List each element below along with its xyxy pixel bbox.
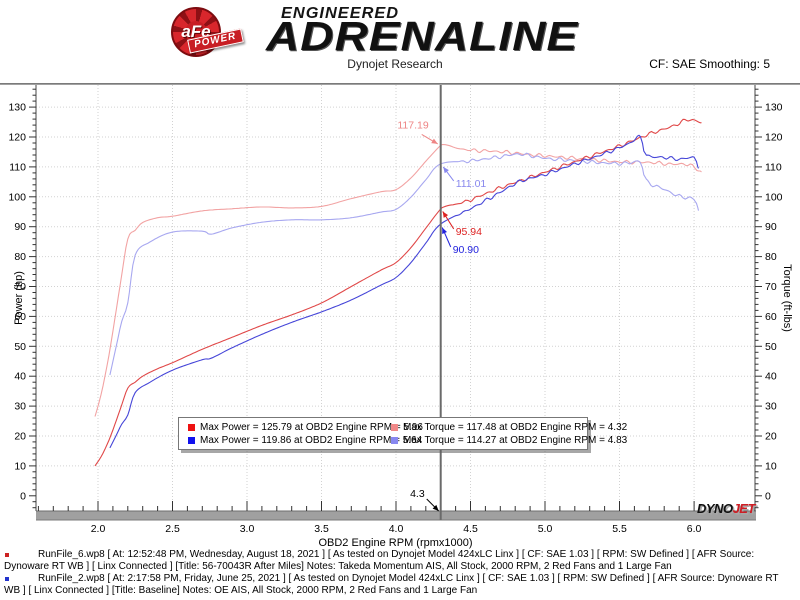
power-after-curve bbox=[94, 118, 702, 467]
run-bullet-baseline bbox=[5, 577, 9, 581]
svg-text:40: 40 bbox=[14, 371, 26, 383]
svg-text:30: 30 bbox=[765, 401, 777, 413]
svg-text:3.0: 3.0 bbox=[240, 523, 255, 535]
svg-text:2.5: 2.5 bbox=[165, 523, 180, 535]
legend-swatch-power-after bbox=[188, 423, 195, 431]
torque-after-curve bbox=[94, 143, 702, 417]
svg-text:0: 0 bbox=[765, 490, 771, 502]
run-description-after: RunFile_6.wp8 [ At: 12:52:48 PM, Wednesd… bbox=[4, 549, 755, 572]
run-entry-baseline: RunFile_2.wp8 [ At: 2:17:58 PM, Friday, … bbox=[4, 573, 797, 596]
dyno-curves bbox=[94, 118, 702, 467]
left-axis-title: Power (hp) bbox=[13, 271, 25, 325]
cursor-rpm-label: 4.3 bbox=[410, 488, 425, 500]
logo-adrenaline-text: ADRENALINE bbox=[266, 13, 579, 59]
svg-text:50: 50 bbox=[765, 341, 777, 353]
annotation-value-1: 111.01 bbox=[456, 178, 487, 190]
annotation-value-2: 95.94 bbox=[456, 226, 482, 238]
axis-ticks bbox=[29, 88, 762, 511]
svg-text:70: 70 bbox=[14, 281, 26, 293]
torque-baseline-curve bbox=[109, 152, 700, 376]
svg-text:60: 60 bbox=[765, 311, 777, 323]
chart-legend: Max Power = 125.79 at OBD2 Engine RPM = … bbox=[178, 417, 627, 450]
svg-text:0: 0 bbox=[20, 490, 26, 502]
svg-text:5.0: 5.0 bbox=[538, 523, 553, 535]
logo-engineered-text: ENGINEERED bbox=[281, 5, 400, 22]
legend-label-torque-baseline: Max Torque = 114.27 at OBD2 Engine RPM =… bbox=[403, 434, 628, 446]
svg-text:20: 20 bbox=[14, 431, 26, 443]
svg-text:4.0: 4.0 bbox=[389, 523, 404, 535]
smoothing-setting-label: CF: SAE Smoothing: 5 bbox=[649, 57, 770, 71]
dynojet-logo: DYNOJET bbox=[697, 501, 755, 516]
svg-text:3.5: 3.5 bbox=[314, 523, 329, 535]
svg-text:80: 80 bbox=[14, 251, 26, 263]
cursor-value-annotations: 117.19 111.01 95.94 90.90 bbox=[397, 119, 486, 256]
legend-swatch-power-baseline bbox=[188, 436, 195, 444]
svg-text:100: 100 bbox=[8, 191, 26, 203]
right-axis-title: Torque (ft-lbs) bbox=[781, 264, 793, 332]
legend-item-power-after: Max Power = 125.79 at OBD2 Engine RPM = … bbox=[188, 421, 423, 433]
report-title: Dynojet Research bbox=[347, 57, 443, 71]
svg-text:2.0: 2.0 bbox=[91, 523, 106, 535]
svg-text:70: 70 bbox=[765, 281, 777, 293]
svg-text:100: 100 bbox=[765, 191, 783, 203]
svg-text:110: 110 bbox=[765, 161, 782, 173]
run-entry-after: RunFile_6.wp8 [ At: 12:52:48 PM, Wednesd… bbox=[4, 549, 797, 572]
run-description-baseline: RunFile_2.wp8 [ At: 2:17:58 PM, Friday, … bbox=[4, 573, 779, 596]
axis-titles: OBD2 Engine RPM (rpmx1000) Power (hp) Torq… bbox=[13, 264, 793, 549]
svg-text:10: 10 bbox=[14, 460, 26, 472]
svg-text:80: 80 bbox=[765, 251, 777, 263]
svg-text:20: 20 bbox=[765, 431, 777, 443]
svg-text:130: 130 bbox=[765, 102, 783, 114]
svg-text:110: 110 bbox=[9, 161, 26, 173]
svg-text:90: 90 bbox=[765, 221, 777, 233]
legend-label-power-baseline: Max Power = 119.86 at OBD2 Engine RPM = … bbox=[200, 434, 423, 446]
header-divider bbox=[0, 83, 800, 85]
annotation-value-3: 90.90 bbox=[453, 244, 479, 256]
svg-text:130: 130 bbox=[8, 102, 26, 114]
run-file-footer: RunFile_6.wp8 [ At: 12:52:48 PM, Wednesd… bbox=[4, 549, 797, 597]
svg-text:120: 120 bbox=[8, 132, 26, 144]
svg-text:60: 60 bbox=[14, 311, 26, 323]
annotation-value-0: 117.19 bbox=[397, 119, 428, 131]
svg-text:40: 40 bbox=[765, 371, 777, 383]
legend-swatch-torque-baseline bbox=[391, 436, 398, 444]
svg-text:6.0: 6.0 bbox=[687, 523, 702, 535]
svg-text:4.5: 4.5 bbox=[463, 523, 478, 535]
svg-text:5.5: 5.5 bbox=[612, 523, 627, 535]
x-axis-band bbox=[36, 510, 756, 521]
svg-text:90: 90 bbox=[14, 221, 26, 233]
legend-swatch-torque-after bbox=[391, 423, 398, 431]
svg-text:120: 120 bbox=[765, 132, 783, 144]
legend-label-torque-after: Max Torque = 117.48 at OBD2 Engine RPM =… bbox=[403, 421, 628, 433]
x-axis-title: OBD2 Engine RPM (rpmx1000) bbox=[318, 537, 472, 549]
axis-tick-labels: 0 0 10 10 20 20 30 30 40 40 50 50 60 60 70 70 80 80 90 90 10… bbox=[8, 102, 782, 535]
svg-text:30: 30 bbox=[14, 401, 26, 413]
power-baseline-curve bbox=[109, 134, 700, 449]
legend-item-torque-after: Max Torque = 117.48 at OBD2 Engine RPM =… bbox=[391, 421, 627, 433]
legend-label-power-after: Max Power = 125.79 at OBD2 Engine RPM = … bbox=[200, 421, 423, 433]
legend-item-torque-baseline: Max Torque = 114.27 at OBD2 Engine RPM =… bbox=[391, 434, 627, 446]
legend-item-power-baseline: Max Power = 119.86 at OBD2 Engine RPM = … bbox=[188, 434, 422, 446]
svg-text:10: 10 bbox=[765, 460, 777, 472]
run-bullet-after bbox=[5, 553, 9, 557]
svg-text:50: 50 bbox=[14, 341, 26, 353]
